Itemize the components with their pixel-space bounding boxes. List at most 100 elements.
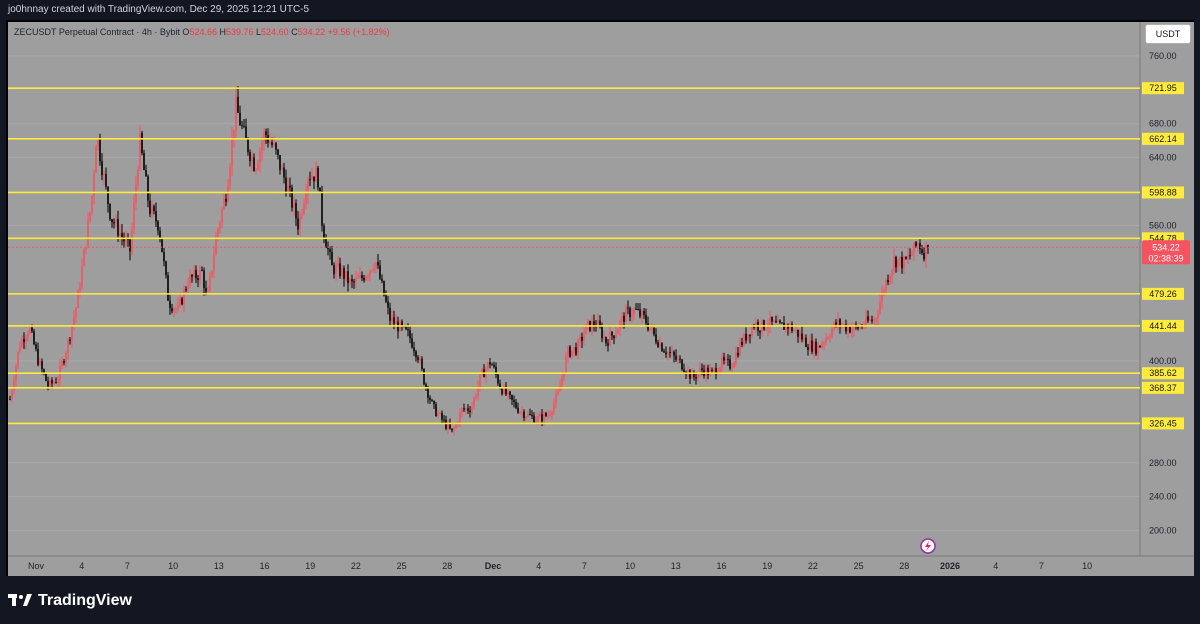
candle-body: [153, 206, 155, 212]
candle-body: [509, 391, 511, 395]
candle-body: [179, 298, 181, 305]
candle-body: [177, 304, 179, 309]
candle-body: [683, 369, 685, 372]
candle-body: [391, 317, 393, 321]
candle-body: [719, 367, 721, 372]
candle-body: [593, 321, 595, 326]
footer: TradingView: [0, 578, 1200, 624]
candle-body: [643, 311, 645, 315]
candle-body: [613, 335, 615, 339]
candle-body: [289, 185, 291, 188]
candle-body: [883, 290, 885, 292]
candle-body: [161, 237, 163, 252]
candle-body: [697, 373, 699, 379]
x-tick-label: 7: [125, 561, 130, 571]
candle-body: [451, 428, 453, 431]
bar-countdown-label: 02:38:39: [1148, 253, 1183, 263]
tradingview-logo[interactable]: TradingView: [8, 592, 132, 610]
candle-body: [361, 275, 363, 278]
candle-body: [109, 203, 111, 220]
candle-body: [493, 364, 495, 367]
candle-body: [889, 275, 891, 283]
candle-body: [583, 334, 585, 341]
level-price-tag: [1142, 367, 1184, 380]
candle-body: [549, 414, 551, 416]
candle-body: [519, 412, 521, 414]
x-tick-label: 28: [899, 561, 909, 571]
candle-body: [311, 176, 313, 180]
candle-body: [197, 278, 199, 281]
plot-area[interactable]: [8, 22, 1140, 576]
candle-body: [611, 332, 613, 336]
candle-body: [527, 413, 529, 417]
candle-body: [825, 338, 827, 343]
level-price-label: 598.88: [1149, 187, 1177, 197]
level-price-tag: [1142, 186, 1184, 199]
candle-body: [755, 321, 757, 328]
candle-body: [699, 368, 701, 374]
candle-body: [601, 326, 603, 339]
candle-body: [443, 419, 445, 421]
candle-body: [257, 163, 259, 170]
candle-body: [195, 270, 197, 279]
candle-body: [579, 336, 581, 341]
candle-body: [653, 327, 655, 335]
candle-body: [539, 414, 541, 417]
candle-body: [603, 337, 605, 339]
candle-body: [459, 412, 461, 423]
candle-body: [331, 251, 333, 266]
candle-body: [651, 327, 653, 329]
candle-body: [65, 353, 67, 363]
candle-body: [453, 427, 455, 431]
candle-body: [21, 339, 23, 347]
candle-body: [63, 361, 65, 363]
candle-body: [687, 370, 689, 374]
candle-body: [389, 307, 391, 321]
candle-body: [811, 340, 813, 352]
candle-body: [915, 242, 917, 247]
candle-body: [101, 161, 103, 176]
candle-body: [367, 275, 369, 277]
candle-body: [265, 131, 267, 136]
time-axis[interactable]: [8, 556, 1194, 576]
candle-body: [803, 337, 805, 340]
candle-body: [365, 276, 367, 281]
candle-body: [351, 279, 353, 282]
candle-body: [49, 380, 51, 387]
candle-body: [239, 112, 241, 126]
x-tick-label: 28: [442, 561, 452, 571]
candle-body: [781, 322, 783, 324]
x-tick-label: Nov: [28, 561, 45, 571]
candle-body: [137, 169, 139, 185]
x-tick-label: 19: [762, 561, 772, 571]
candle-body: [301, 213, 303, 216]
candle-body: [873, 318, 875, 321]
candle-body: [295, 203, 297, 219]
currency-button[interactable]: USDT: [1145, 24, 1191, 44]
candle-body: [607, 343, 609, 346]
candle-body: [797, 329, 799, 337]
candle-body: [107, 186, 109, 204]
candle-body: [567, 346, 569, 357]
candle-body: [801, 333, 803, 340]
candle-body: [819, 345, 821, 348]
candle-body: [89, 212, 91, 221]
candle-body: [555, 394, 557, 404]
candle-body: [385, 295, 387, 302]
x-tick-label: 22: [808, 561, 818, 571]
candle-body: [839, 319, 841, 327]
x-tick-label: 4: [993, 561, 998, 571]
candle-body: [917, 243, 919, 247]
candle-body: [857, 326, 859, 329]
level-price-label: 385.62: [1149, 368, 1177, 378]
candle-body: [821, 343, 823, 348]
candle-body: [175, 308, 177, 310]
level-price-label: 544.78: [1149, 233, 1177, 243]
candle-body: [867, 316, 869, 321]
candle-body: [441, 412, 443, 420]
candle-body: [45, 373, 47, 381]
candle-body: [117, 219, 119, 236]
candle-body: [123, 237, 125, 242]
candle-body: [307, 179, 309, 195]
